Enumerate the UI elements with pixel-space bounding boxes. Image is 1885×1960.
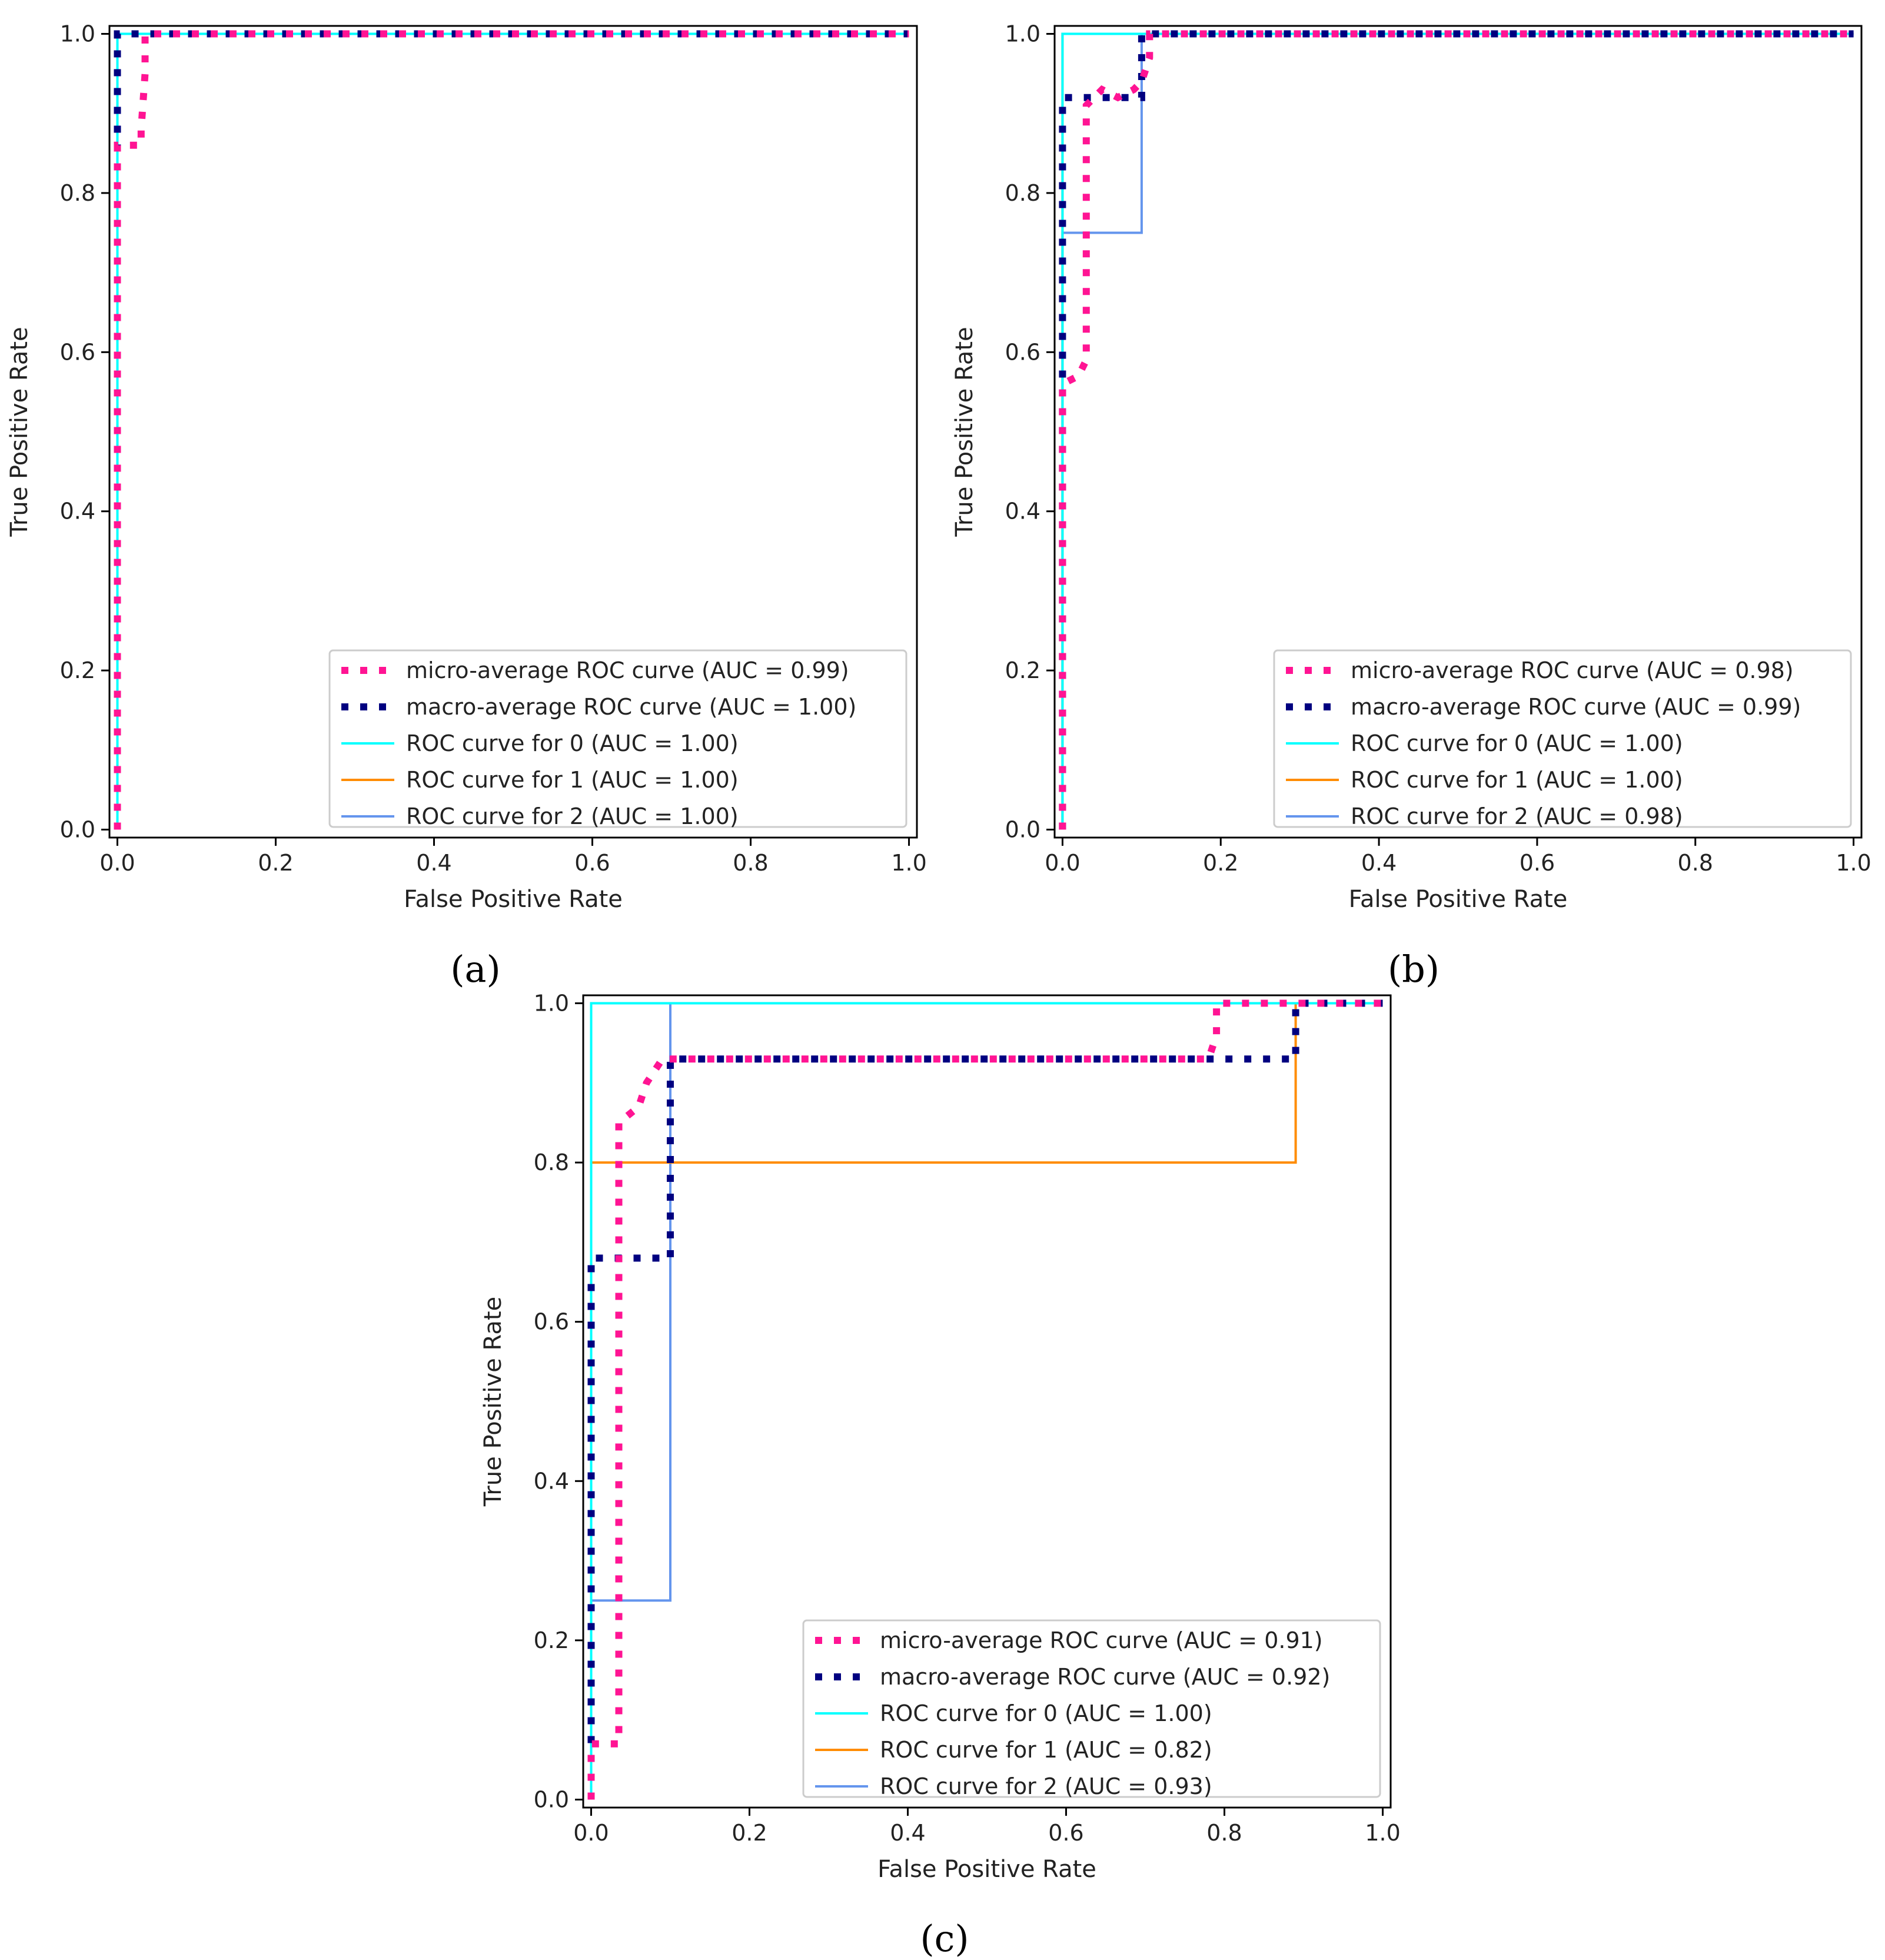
x-tick-label: 0.0 bbox=[1045, 850, 1080, 876]
x-tick-label: 0.4 bbox=[890, 1820, 925, 1846]
y-axis-label: True Positive Rate bbox=[480, 1297, 507, 1507]
series-group bbox=[587, 999, 1383, 1800]
chart-panel-b: 0.0 0.2 0.4 0.6 0.8 1.0 0.0 0.2 0.4 0.6 0.8 1.0 Fals… bbox=[951, 21, 1871, 991]
chart-panel-a: 0.0 0.2 0.4 0.6 0.8 1.0 0.0 0.2 0.4 0.6 0.8 1.0 Fals… bbox=[6, 21, 927, 991]
x-axis-label: False Positive Rate bbox=[1349, 886, 1568, 913]
x-tick-label: 1.0 bbox=[891, 850, 926, 876]
y-tick-label: 1.0 bbox=[534, 991, 569, 1016]
x-tick-label: 0.6 bbox=[574, 850, 610, 876]
series-group bbox=[1059, 30, 1854, 830]
series-line-micro bbox=[1059, 30, 1854, 830]
y-tick-label: 1.0 bbox=[60, 21, 95, 47]
x-tick-label: 0.6 bbox=[1048, 1820, 1083, 1846]
legend-entry-label: micro-average ROC curve (AUC = 0.91) bbox=[880, 1627, 1323, 1653]
y-tick-label: 0.4 bbox=[1005, 499, 1040, 524]
series-group bbox=[114, 30, 909, 830]
x-tick-label: 0.4 bbox=[416, 850, 451, 876]
legend-entry-label: macro-average ROC curve (AUC = 1.00) bbox=[406, 694, 856, 720]
panel-label: (b) bbox=[1388, 948, 1439, 991]
series-line-micro bbox=[587, 999, 1383, 1800]
x-tick-label: 0.8 bbox=[733, 850, 768, 876]
x-tick-label: 0.0 bbox=[99, 850, 135, 876]
legend-entry-label: ROC curve for 1 (AUC = 0.82) bbox=[880, 1737, 1212, 1763]
x-tick-label: 0.8 bbox=[1678, 850, 1713, 876]
legend-entry-label: ROC curve for 2 (AUC = 0.93) bbox=[880, 1773, 1212, 1799]
legend-entry-label: ROC curve for 1 (AUC = 1.00) bbox=[1351, 767, 1683, 793]
y-tick-label: 0.4 bbox=[534, 1468, 569, 1494]
y-tick-label: 0.8 bbox=[1005, 180, 1040, 206]
x-tick-label: 0.2 bbox=[1203, 850, 1238, 876]
legend-box bbox=[328, 649, 907, 828]
x-tick-label: 0.8 bbox=[1206, 1820, 1242, 1846]
y-axis-label: True Positive Rate bbox=[951, 327, 978, 537]
x-tick-label: 1.0 bbox=[1836, 850, 1871, 876]
legend-box bbox=[1273, 649, 1852, 828]
y-tick-label: 0.8 bbox=[534, 1150, 569, 1175]
y-tick-label: 0.2 bbox=[60, 657, 95, 683]
series-line-micro bbox=[114, 30, 909, 830]
y-tick-label: 0.8 bbox=[60, 180, 95, 206]
axes-frame bbox=[108, 25, 918, 839]
y-tick-label: 0.0 bbox=[60, 816, 95, 842]
y-tick-label: 0.2 bbox=[1005, 657, 1040, 683]
legend: micro-average ROC curve (AUC = 0.99) macr… bbox=[328, 649, 907, 829]
y-tick-label: 0.6 bbox=[60, 339, 95, 365]
legend-entry-label: ROC curve for 0 (AUC = 1.00) bbox=[406, 730, 739, 756]
x-axis-label: False Positive Rate bbox=[404, 886, 623, 913]
y-tick-label: 0.6 bbox=[1005, 339, 1040, 365]
y-tick-label: 0.4 bbox=[60, 499, 95, 524]
legend-entry-label: ROC curve for 0 (AUC = 1.00) bbox=[880, 1700, 1212, 1726]
x-tick-label: 0.2 bbox=[258, 850, 293, 876]
series-line-macro bbox=[1059, 30, 1854, 830]
legend-entry-label: ROC curve for 2 (AUC = 1.00) bbox=[406, 803, 739, 829]
panel-label: (c) bbox=[920, 1917, 969, 1960]
x-tick-label: 0.6 bbox=[1520, 850, 1555, 876]
axes-frame bbox=[1053, 25, 1863, 839]
chart-panel-c: 0.0 0.2 0.4 0.6 0.8 1.0 0.0 0.2 0.4 0.6 0.8 1.0 Fals… bbox=[480, 991, 1401, 1960]
y-tick-label: 1.0 bbox=[1005, 21, 1040, 47]
x-tick-label: 0.4 bbox=[1361, 850, 1397, 876]
legend-entry-label: micro-average ROC curve (AUC = 0.98) bbox=[1351, 657, 1794, 683]
y-axis-label: True Positive Rate bbox=[6, 327, 33, 537]
legend-box bbox=[802, 1619, 1381, 1798]
legend-entry-label: macro-average ROC curve (AUC = 0.99) bbox=[1351, 694, 1801, 720]
legend-entry-label: macro-average ROC curve (AUC = 0.92) bbox=[880, 1664, 1330, 1690]
axes-frame bbox=[582, 994, 1392, 1809]
x-axis-label: False Positive Rate bbox=[877, 1856, 1096, 1883]
legend-entry-label: ROC curve for 2 (AUC = 0.98) bbox=[1351, 803, 1683, 829]
x-tick-label: 0.0 bbox=[573, 1820, 609, 1846]
y-tick-label: 0.2 bbox=[534, 1627, 569, 1653]
legend-entry-label: ROC curve for 0 (AUC = 1.00) bbox=[1351, 730, 1683, 756]
y-tick-label: 0.0 bbox=[1005, 816, 1040, 842]
legend-entry-label: micro-average ROC curve (AUC = 0.99) bbox=[406, 657, 849, 683]
legend-entry-label: ROC curve for 1 (AUC = 1.00) bbox=[406, 767, 739, 793]
y-tick-label: 0.6 bbox=[534, 1309, 569, 1335]
legend: micro-average ROC curve (AUC = 0.98) macr… bbox=[1273, 649, 1852, 829]
x-tick-label: 1.0 bbox=[1365, 1820, 1400, 1846]
legend: micro-average ROC curve (AUC = 0.91) macr… bbox=[802, 1619, 1381, 1799]
panel-label: (a) bbox=[450, 948, 500, 991]
y-tick-label: 0.0 bbox=[534, 1786, 569, 1812]
x-tick-label: 0.2 bbox=[732, 1820, 767, 1846]
